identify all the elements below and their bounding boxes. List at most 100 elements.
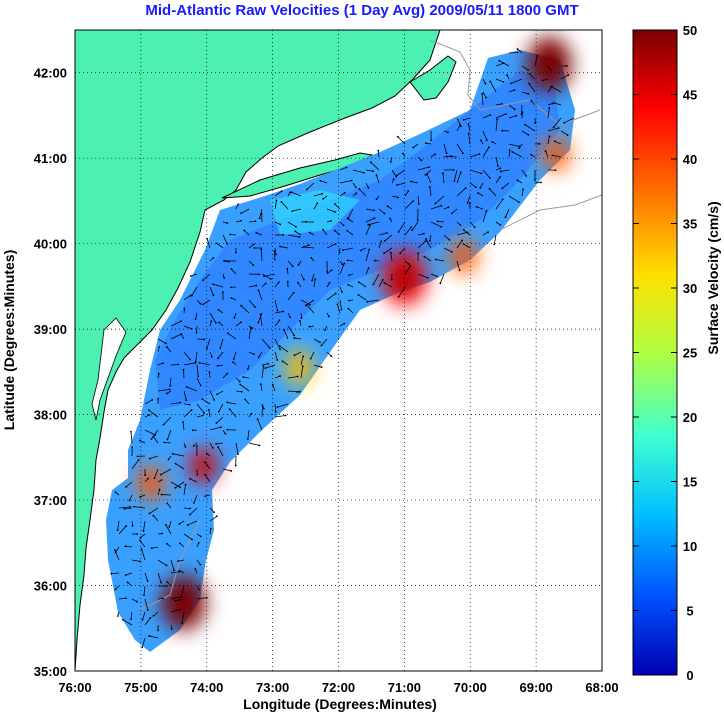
velocity-vector-head bbox=[412, 200, 415, 202]
velocity-vector bbox=[477, 192, 484, 197]
velocity-vector bbox=[326, 243, 336, 249]
x-tick-label: 71:00 bbox=[388, 680, 421, 695]
velocity-vector bbox=[348, 208, 354, 219]
velocity-vector bbox=[378, 279, 384, 288]
velocity-vector-head bbox=[251, 327, 254, 330]
plot-frame bbox=[74, 29, 603, 672]
chesapeake-bay bbox=[91, 317, 127, 421]
velocity-vector bbox=[125, 481, 133, 488]
velocity-vector-head bbox=[485, 210, 488, 212]
velocity-vector-head bbox=[305, 221, 308, 223]
velocity-vector bbox=[303, 246, 315, 249]
velocity-hotspot-core bbox=[538, 48, 561, 80]
velocity-vector-head bbox=[434, 202, 437, 205]
velocity-vector-head bbox=[179, 401, 182, 404]
velocity-vector-head bbox=[447, 131, 449, 134]
velocity-vector bbox=[261, 406, 264, 418]
x-tick-label: 72:00 bbox=[322, 680, 355, 695]
velocity-vector-head bbox=[357, 281, 360, 284]
velocity-vector bbox=[248, 243, 255, 249]
velocity-vector bbox=[218, 403, 224, 412]
velocity-vector-head bbox=[160, 479, 163, 481]
velocity-vector-head bbox=[548, 135, 551, 138]
velocity-vector-head bbox=[128, 499, 131, 502]
velocity-vector-head bbox=[135, 600, 138, 603]
velocity-vector-head bbox=[359, 249, 362, 252]
velocity-vector bbox=[430, 273, 438, 277]
velocity-vector bbox=[274, 311, 284, 314]
velocity-vector-head bbox=[293, 354, 296, 357]
velocity-vector bbox=[183, 409, 192, 418]
velocity-vector bbox=[274, 191, 282, 197]
velocity-vector bbox=[463, 117, 471, 121]
velocity-vector bbox=[195, 312, 198, 320]
velocity-vector bbox=[521, 91, 529, 95]
velocity-vector-head bbox=[165, 342, 167, 345]
velocity-vector bbox=[153, 515, 159, 522]
velocity-vector-head bbox=[227, 332, 229, 335]
velocity-vector-head bbox=[499, 170, 502, 173]
velocity-vector bbox=[274, 299, 278, 311]
velocity-vector-head bbox=[424, 240, 427, 242]
velocity-vector-head bbox=[293, 337, 296, 339]
y-tick-label: 38:00 bbox=[34, 408, 67, 423]
x-tick-label: 68:00 bbox=[585, 680, 618, 695]
velocity-vector-head bbox=[138, 439, 141, 442]
x-tick-label: 74:00 bbox=[190, 680, 223, 695]
velocity-vector-head bbox=[527, 93, 530, 95]
velocity-vector bbox=[396, 169, 406, 176]
velocity-vector bbox=[261, 366, 264, 379]
colorbar-tick-label: 10 bbox=[683, 539, 697, 554]
velocity-vector-head bbox=[166, 346, 168, 348]
velocity-vector-head bbox=[166, 581, 169, 583]
velocity-vector-head bbox=[131, 524, 134, 527]
velocity-vector-head bbox=[275, 253, 277, 256]
velocity-vector-head bbox=[516, 179, 519, 182]
velocity-vector bbox=[248, 327, 252, 340]
velocity-vector bbox=[287, 325, 295, 336]
velocity-vector-head bbox=[399, 252, 401, 255]
velocity-vector-head bbox=[499, 176, 501, 178]
velocity-vector bbox=[313, 364, 322, 368]
velocity-vector-head bbox=[453, 180, 456, 182]
velocity-vector bbox=[140, 533, 146, 538]
velocity-vector-head bbox=[330, 269, 333, 272]
velocity-vector-head bbox=[383, 281, 386, 284]
velocity-vector-head bbox=[201, 414, 204, 417]
velocity-vector bbox=[248, 285, 257, 288]
colorbar-tick-label: 40 bbox=[683, 152, 697, 167]
velocity-vector-head bbox=[268, 347, 271, 349]
velocity-vector-head bbox=[124, 597, 127, 600]
velocity-vector bbox=[495, 176, 501, 184]
velocity-vector-head bbox=[216, 393, 219, 396]
velocity-vector bbox=[495, 199, 504, 210]
velocity-vector bbox=[141, 637, 146, 648]
velocity-vector-head bbox=[412, 146, 415, 149]
velocity-vector bbox=[482, 91, 487, 98]
velocity-vector bbox=[222, 373, 228, 379]
velocity-vector-head bbox=[124, 545, 127, 548]
velocity-vector bbox=[390, 252, 393, 262]
velocity-vector bbox=[417, 240, 426, 249]
velocity-vector bbox=[391, 195, 399, 198]
velocity-vector-head bbox=[487, 231, 489, 234]
velocity-vector-head bbox=[301, 365, 304, 368]
velocity-vector bbox=[482, 130, 488, 141]
velocity-vector-head bbox=[423, 255, 426, 258]
velocity-vector-head bbox=[489, 80, 492, 83]
velocity-vector bbox=[235, 390, 242, 393]
velocity-vector bbox=[170, 320, 182, 327]
velocity-vector-head bbox=[237, 453, 239, 455]
velocity-vector-head bbox=[350, 179, 353, 182]
velocity-vector-head bbox=[223, 259, 226, 262]
velocity-vector-head bbox=[185, 386, 188, 388]
velocity-vector-head bbox=[165, 542, 168, 545]
velocity-vector-head bbox=[161, 532, 163, 535]
velocity-vector-head bbox=[144, 474, 147, 476]
velocity-vector bbox=[186, 386, 198, 392]
velocity-vector bbox=[183, 390, 187, 401]
velocity-vector bbox=[281, 201, 289, 210]
velocity-vector-head bbox=[194, 568, 197, 570]
velocity-vector-head bbox=[139, 539, 141, 542]
velocity-vector-head bbox=[240, 321, 242, 324]
